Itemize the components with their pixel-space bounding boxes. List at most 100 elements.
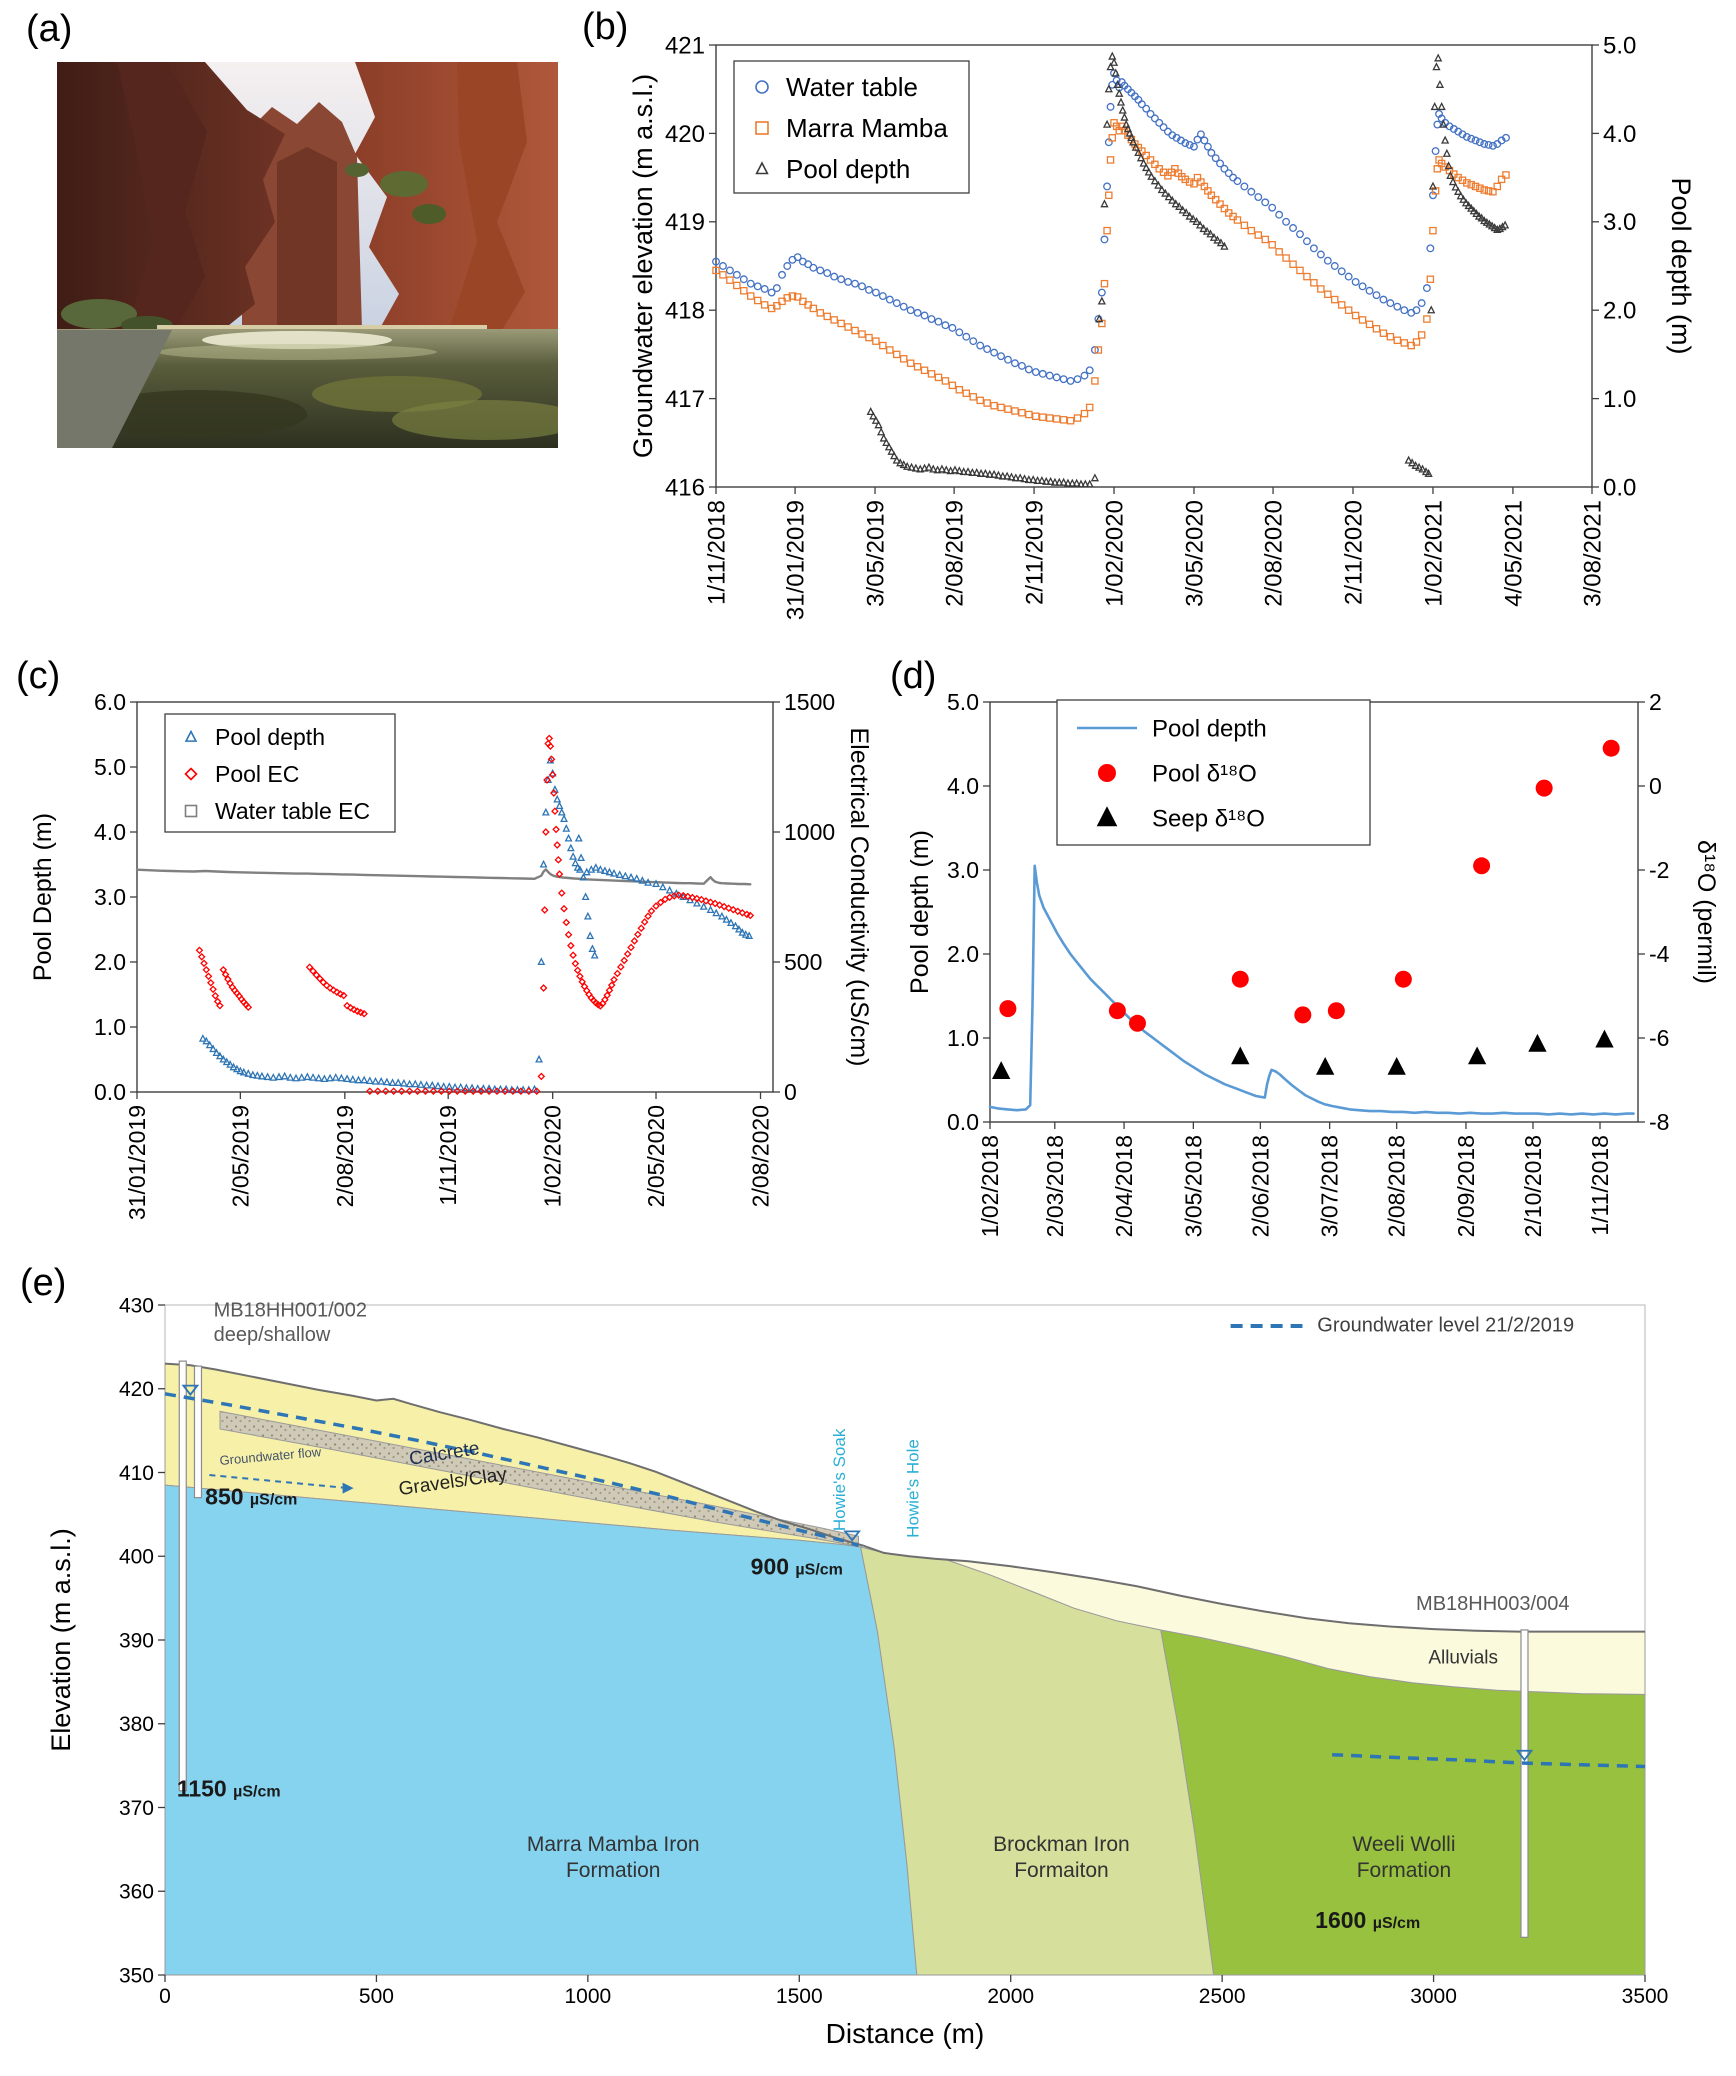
- series-pool-depth: [988, 864, 1635, 1116]
- svg-text:Marra Mamba: Marra Mamba: [786, 113, 948, 143]
- label-howie-s-hole: Howie's Hole: [904, 1439, 923, 1538]
- photo-right-cliff-facet: [449, 62, 527, 330]
- svg-text:2/08/2018: 2/08/2018: [1384, 1135, 1410, 1237]
- y-axis-right: 2 0 -2 -4 -6 -8: [1638, 689, 1670, 1135]
- svg-text:31/01/2019: 31/01/2019: [782, 500, 809, 620]
- svg-text:1.0: 1.0: [947, 1025, 979, 1051]
- label-weeli-wolli: Weeli Wolli Formation: [1352, 1833, 1455, 1882]
- groundwater-level-line: [164, 1392, 860, 1548]
- svg-text:418: 418: [665, 298, 705, 325]
- svg-text:380: 380: [119, 1713, 154, 1736]
- x-axis: 0 500 1000 1500 2000 2500 3000 3500: [159, 1975, 1668, 2008]
- svg-text:2.0: 2.0: [947, 941, 979, 967]
- svg-text:5.0: 5.0: [94, 754, 126, 780]
- svg-text:2/08/2019: 2/08/2019: [332, 1105, 358, 1207]
- x-axis: 1/02/2018 2/03/2018 2/04/2018 3/05/2018 2/06…: [977, 1122, 1613, 1237]
- label-marra-mamba-iron: Marra Mamba Iron Formation: [527, 1833, 700, 1882]
- label-mb18hh001-002: MB18HH001/002 deep/shallow: [214, 1300, 367, 1346]
- y-axis: 350 360 370 380 390 400 410 420 430: [119, 1294, 165, 1987]
- photo-water-shadow: [87, 390, 307, 438]
- panel-b-chart: 1/11/2018 31/01/2019 3/05/2019 2/08/2019 2/1…: [628, 10, 1736, 670]
- svg-text:Water table: Water table: [786, 72, 918, 102]
- panel-label-b: (b): [582, 6, 629, 48]
- x-axis-title: Distance (m): [826, 2018, 985, 2049]
- svg-text:0.0: 0.0: [94, 1079, 126, 1105]
- svg-text:-4: -4: [1649, 941, 1670, 967]
- svg-text:-6: -6: [1649, 1025, 1669, 1051]
- svg-text:2/08/2020: 2/08/2020: [748, 1105, 774, 1207]
- series-marra-mamba: [712, 119, 1510, 425]
- svg-text:5.0: 5.0: [947, 689, 979, 715]
- x-axis: 1/11/2018 31/01/2019 3/05/2019 2/08/2019 2/1…: [703, 487, 1606, 620]
- svg-text:1/02/2021: 1/02/2021: [1420, 500, 1447, 607]
- flow-arrowhead: [342, 1482, 354, 1494]
- svg-text:390: 390: [119, 1629, 154, 1652]
- formation-calcrete: [219, 1410, 859, 1547]
- panel-label-e: (e): [20, 1262, 67, 1304]
- svg-text:Pool EC: Pool EC: [215, 761, 299, 787]
- panel-c-chart: 31/01/2019 2/05/2019 2/08/2019 1/11/2019 1/0…: [25, 688, 873, 1273]
- svg-text:2/08/2019: 2/08/2019: [942, 500, 969, 607]
- svg-text:1500: 1500: [784, 689, 835, 715]
- svg-text:Water table EC: Water table EC: [215, 798, 370, 824]
- series-pool-depth: [198, 755, 754, 1094]
- ec-label-1600: 1600 µS/cm: [1315, 1907, 1420, 1933]
- svg-text:1500: 1500: [776, 1985, 823, 2008]
- photo-vegetation: [345, 163, 369, 177]
- series-pool-ec: [195, 734, 755, 1096]
- label-alluvials: Alluvials: [1428, 1647, 1498, 1668]
- svg-text:-8: -8: [1649, 1109, 1669, 1135]
- svg-text:500: 500: [359, 1985, 394, 2008]
- panel-label-a: (a): [26, 8, 73, 50]
- svg-text:500: 500: [784, 949, 822, 975]
- svg-text:1/11/2018: 1/11/2018: [1587, 1135, 1613, 1236]
- svg-text:410: 410: [119, 1462, 154, 1485]
- y-axis-left-title: Pool depth (m): [906, 830, 934, 994]
- svg-text:2: 2: [1649, 689, 1662, 715]
- svg-text:1/11/2018: 1/11/2018: [703, 500, 730, 605]
- water-level-marker: [1515, 1749, 1534, 1762]
- y-axis-right: 0.0 1.0 2.0 3.0 4.0 5.0: [1592, 32, 1636, 501]
- svg-text:Pool depth: Pool depth: [1152, 715, 1267, 742]
- svg-text:-2: -2: [1649, 857, 1669, 883]
- svg-text:420: 420: [119, 1378, 154, 1401]
- y-axis-left: 0.0 1.0 2.0 3.0 4.0 5.0 6.0: [94, 689, 137, 1105]
- svg-text:2.0: 2.0: [1603, 298, 1636, 325]
- svg-text:1/02/2020: 1/02/2020: [540, 1105, 566, 1207]
- legend: Pool depth Pool EC Water table EC: [164, 713, 396, 833]
- groundwater-flow-arrow: [209, 1474, 343, 1489]
- svg-text:Pool δ¹⁸O: Pool δ¹⁸O: [1152, 760, 1257, 787]
- panel-label-c: (c): [16, 655, 61, 697]
- svg-text:3.0: 3.0: [947, 857, 979, 883]
- series-seep-d18o: [992, 1029, 1614, 1080]
- svg-text:0: 0: [784, 1079, 797, 1105]
- svg-text:1/11/2019: 1/11/2019: [435, 1105, 461, 1206]
- svg-text:360: 360: [119, 1881, 154, 1904]
- legend: Water table Marra Mamba Pool depth: [733, 60, 970, 194]
- x-axis: 31/01/2019 2/05/2019 2/08/2019 1/11/2019 1/0…: [124, 1092, 774, 1220]
- svg-text:2/09/2018: 2/09/2018: [1453, 1135, 1479, 1237]
- panel-d-chart: 1/02/2018 2/03/2018 2/04/2018 3/05/2018 2/06…: [900, 688, 1736, 1273]
- svg-text:421: 421: [665, 32, 705, 59]
- chart-b-svg: 1/11/2018 31/01/2019 3/05/2019 2/08/2019 2/1…: [628, 32, 1696, 620]
- water-level-marker: [181, 1384, 200, 1397]
- chart-e-svg: 850 µS/cm 1150 µS/cm 900 µS/cm 1600 µS/cm MB…: [46, 1294, 1668, 2049]
- ec-label-850: 850 µS/cm: [205, 1483, 297, 1509]
- svg-text:4.0: 4.0: [947, 773, 979, 799]
- photo-vegetation: [380, 171, 428, 197]
- series-water-table: [712, 69, 1510, 385]
- ground-surface: [164, 1362, 1645, 1633]
- chart-c-svg: 31/01/2019 2/05/2019 2/08/2019 1/11/2019 1/0…: [29, 689, 873, 1220]
- label-howie-s-soak: Howie's Soak: [830, 1428, 849, 1531]
- well-mb18hh003-004: [1520, 1629, 1529, 1938]
- svg-text:1000: 1000: [564, 1985, 611, 2008]
- well-mb18hh001-002-shallow: [193, 1365, 203, 1499]
- svg-text:1/02/2020: 1/02/2020: [1101, 500, 1128, 607]
- y-axis-right-title: δ¹⁸O (permil): [1692, 840, 1720, 984]
- svg-text:Pool depth: Pool depth: [786, 154, 910, 184]
- ec-label-1150: 1150 µS/cm: [177, 1776, 281, 1802]
- y-axis-right: 0 500 1000 1500: [773, 689, 835, 1105]
- svg-text:5.0: 5.0: [1603, 32, 1636, 59]
- y-axis-title: Elevation (m a.s.l.): [46, 1528, 76, 1752]
